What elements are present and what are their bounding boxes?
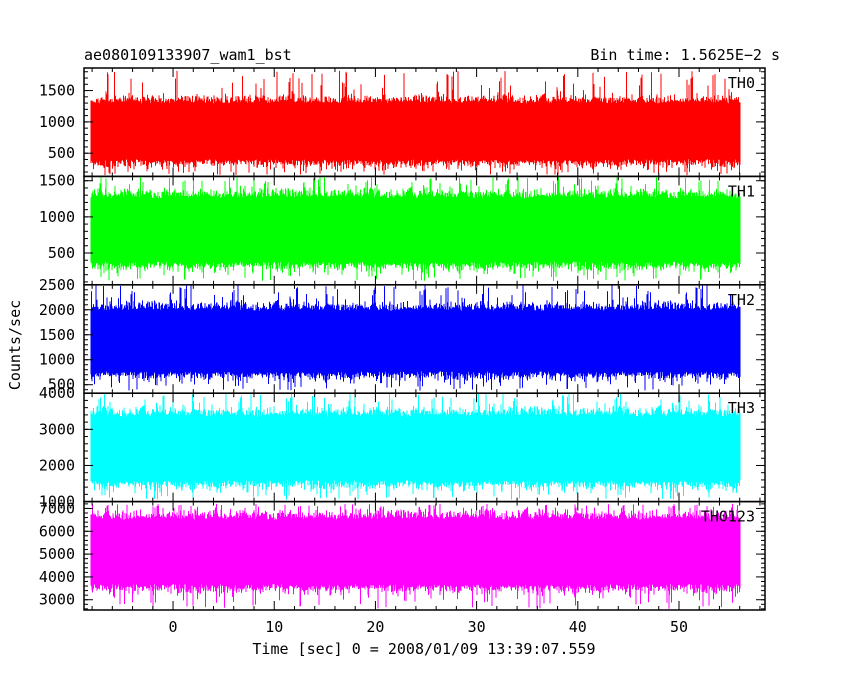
y-tick-label: 1000 <box>39 113 75 131</box>
y-tick-label: 2000 <box>39 301 75 319</box>
y-tick-label: 1000 <box>39 351 75 369</box>
y-tick-label: 5000 <box>39 545 75 563</box>
x-tick-label: 30 <box>468 618 486 636</box>
panel-th1: 500 1000 1500 TH1 <box>39 172 766 286</box>
panel-frame <box>83 500 766 611</box>
light-curve-th0 <box>90 70 741 176</box>
panel-th3: 1000 2000 3000 4000 TH3 <box>39 384 766 511</box>
light-curve-th3 <box>90 393 741 500</box>
x-tick-label: 40 <box>569 618 587 636</box>
y-tick-label: 4000 <box>39 384 75 402</box>
y-tick-label: 2000 <box>39 456 75 474</box>
x-tick-label: 50 <box>670 618 688 636</box>
x-tick-label: 0 <box>169 618 178 636</box>
x-axis-label: Time [sec] 0 = 2008/01/09 13:39:07.559 <box>252 640 595 658</box>
light-curve-th2 <box>90 284 741 391</box>
y-tick-label: 1500 <box>39 82 75 100</box>
panel-label-th3: TH3 <box>728 399 755 417</box>
panel-th0: 500 1000 1500 TH0 <box>39 67 766 178</box>
panel-label-th1: TH1 <box>728 182 755 200</box>
y-tick-label: 1500 <box>39 172 75 190</box>
y-tick-label: 6000 <box>39 522 75 540</box>
bin-time-title: Bin time: 1.5625E−2 s <box>590 46 780 64</box>
observation-id-title: ae080109133907_wam1_bst <box>84 46 292 64</box>
y-tick-label: 500 <box>48 244 75 262</box>
panel-label-th0: TH0 <box>728 74 755 92</box>
panel-th0123: 3000 4000 5000 6000 7000 TH0123 <box>39 499 766 611</box>
y-tick-label: 7000 <box>39 499 75 517</box>
y-tick-label: 500 <box>48 376 75 394</box>
y-tick-label: 3000 <box>39 591 75 609</box>
x-tick-label: 10 <box>265 618 283 636</box>
y-axis-label: Counts/sec <box>6 300 24 390</box>
y-tick-label: 2500 <box>39 276 75 294</box>
y-tick-label: 1500 <box>39 326 75 344</box>
panel-label-th2: TH2 <box>728 291 755 309</box>
y-tick-label: 4000 <box>39 568 75 586</box>
light-curve-th0123 <box>90 503 741 609</box>
y-tick-label: 500 <box>48 144 75 162</box>
y-tick-label: 1000 <box>39 208 75 226</box>
light-curve-th1 <box>90 176 741 282</box>
y-tick-label: 1000 <box>39 493 75 511</box>
panel-th2: 500 1000 1500 2000 2500 TH2 <box>39 276 766 394</box>
x-tick-label: 20 <box>366 618 384 636</box>
y-tick-label: 3000 <box>39 420 75 438</box>
panel-label-th0123: TH0123 <box>701 508 755 526</box>
